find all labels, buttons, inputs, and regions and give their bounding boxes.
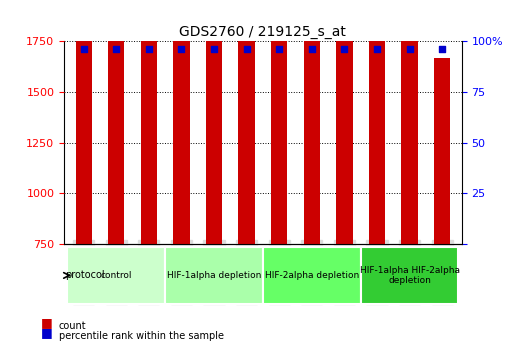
Bar [369, 0, 385, 244]
Point [275, 47, 283, 52]
FancyBboxPatch shape [67, 247, 165, 304]
Bar [75, 0, 92, 244]
FancyBboxPatch shape [263, 247, 361, 304]
Bar [271, 0, 287, 244]
Point [243, 47, 251, 52]
Point [373, 47, 381, 52]
Title: GDS2760 / 219125_s_at: GDS2760 / 219125_s_at [180, 25, 346, 39]
Point [80, 47, 88, 52]
Point [112, 47, 121, 52]
Bar [434, 58, 450, 244]
Text: count: count [59, 321, 87, 331]
Point [308, 47, 316, 52]
Bar [304, 0, 320, 244]
Text: ■: ■ [41, 326, 53, 339]
Bar [141, 0, 157, 244]
Text: control: control [101, 271, 132, 280]
Point [438, 47, 446, 52]
Point [340, 47, 348, 52]
Text: HIF-1alpha HIF-2alpha
depletion: HIF-1alpha HIF-2alpha depletion [360, 266, 460, 285]
Text: percentile rank within the sample: percentile rank within the sample [59, 332, 224, 341]
Bar [239, 18, 255, 244]
Bar [108, 0, 125, 244]
Bar [401, 8, 418, 244]
Bar [173, 0, 190, 244]
FancyBboxPatch shape [165, 247, 263, 304]
Point [145, 47, 153, 52]
Bar [336, 0, 352, 244]
Text: protocol: protocol [65, 270, 105, 280]
Text: ■: ■ [41, 316, 53, 329]
Point [177, 47, 186, 52]
Point [210, 47, 218, 52]
FancyBboxPatch shape [361, 247, 459, 304]
Text: HIF-1alpha depletion: HIF-1alpha depletion [167, 271, 261, 280]
Bar [206, 0, 222, 244]
Text: HIF-2alpha depletion: HIF-2alpha depletion [265, 271, 359, 280]
Point [405, 47, 413, 52]
